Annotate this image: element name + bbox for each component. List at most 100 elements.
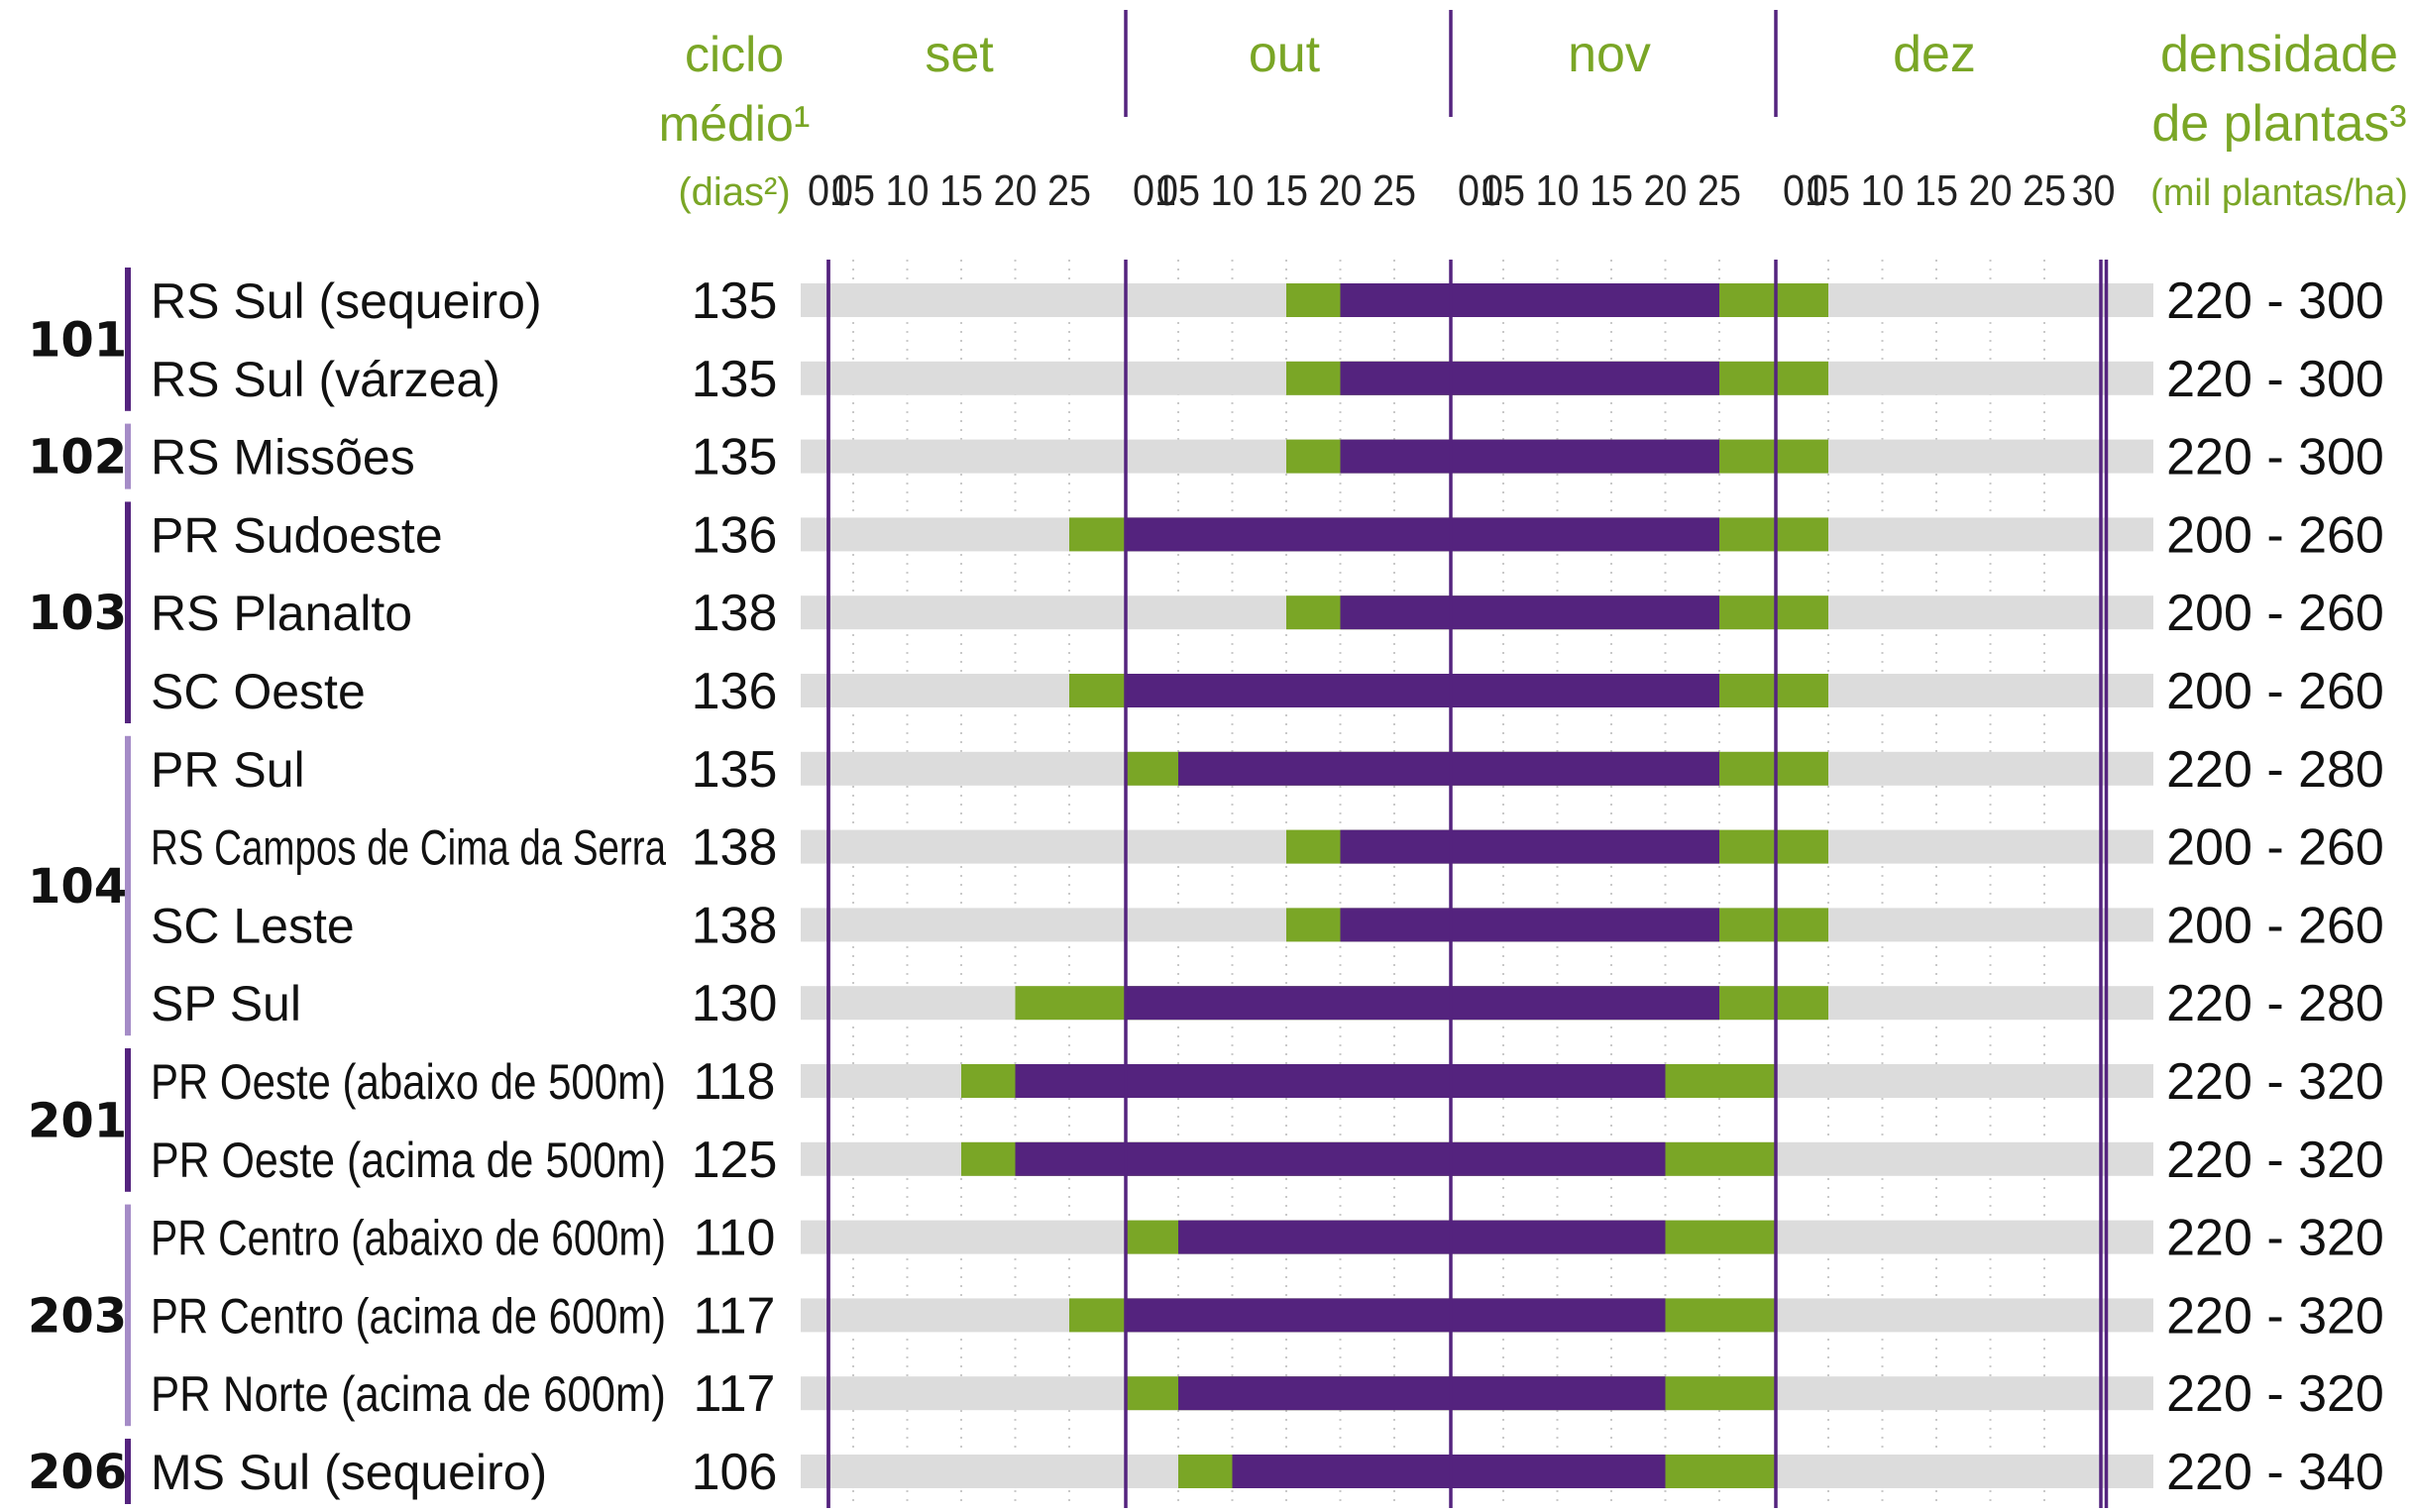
day-tick-label: 05 <box>1156 166 1200 215</box>
recommended-window-bar <box>1340 595 1719 630</box>
cycle-days-value: 138 <box>692 897 778 954</box>
region-label: SP Sul <box>151 976 301 1031</box>
recommended-window-bar <box>1015 1064 1666 1098</box>
plant-density-value: 220 - 280 <box>2166 741 2384 799</box>
plant-density-value: 220 - 340 <box>2166 1444 2384 1501</box>
region-label: PR Oeste (abaixo de 500m) <box>151 1054 666 1110</box>
cycle-days-value: 136 <box>692 663 778 720</box>
group-code-label: 203 <box>28 1288 127 1344</box>
group-code-label: 104 <box>28 859 127 915</box>
recommended-window-bar <box>1340 908 1719 942</box>
region-label: PR Centro (abaixo de 600m) <box>151 1211 666 1266</box>
group-code-label: 201 <box>28 1093 127 1148</box>
day-tick-label: 25 <box>1047 166 1091 215</box>
day-tick-label: 20 <box>1644 166 1688 215</box>
cycle-days-value: 135 <box>692 429 778 486</box>
recommended-window-bar <box>1232 1455 1666 1488</box>
day-tick-label: 25 <box>2023 166 2066 215</box>
density-header-line-2: de plantas³ <box>2151 95 2406 153</box>
day-tick-label: 10 <box>1536 166 1580 215</box>
plant-density-value: 220 - 320 <box>2166 1365 2384 1423</box>
recommended-window-bar <box>1340 829 1719 864</box>
region-label: SC Leste <box>151 898 355 953</box>
day-tick-label: 20 <box>994 166 1038 215</box>
day-tick-label: 05 <box>1481 166 1525 215</box>
group-bracket <box>125 735 131 1036</box>
row-labels: RS Sul (sequeiro) 135 220 - 300 RS Sul (vár… <box>151 272 2384 1501</box>
month-labels: set out nov dez <box>925 26 1976 83</box>
recommended-window-bar <box>1340 361 1719 395</box>
plant-density-value: 200 - 260 <box>2166 897 2384 954</box>
day-tick-label: 20 <box>1319 166 1363 215</box>
region-groups: 101 102 103 104 201 203 206 <box>28 268 131 1504</box>
month-label-set: set <box>925 26 994 83</box>
month-label-out: out <box>1249 26 1321 83</box>
recommended-window-bar <box>1340 283 1719 317</box>
region-label: RS Campos de Cima da Serra <box>151 820 666 876</box>
day-tick-label: 30 <box>2072 166 2116 215</box>
cycle-days-value: 136 <box>692 506 778 564</box>
cycle-days-value: 106 <box>692 1444 778 1501</box>
plant-density-value: 200 - 260 <box>2166 663 2384 720</box>
plant-density-value: 200 - 260 <box>2166 819 2384 877</box>
plant-density-value: 220 - 280 <box>2166 975 2384 1032</box>
cycle-header-line-2: médio¹ <box>659 96 811 152</box>
density-header-line-3: (mil plantas/ha) <box>2150 172 2408 214</box>
recommended-window-bar <box>1126 674 1719 707</box>
group-code-label: 103 <box>28 586 127 641</box>
recommended-window-bar <box>1340 439 1719 474</box>
day-tick-label: 10 <box>1211 166 1255 215</box>
group-bracket <box>125 423 131 489</box>
cycle-days-value: 117 <box>694 1365 776 1423</box>
cycle-days-value: 135 <box>692 272 778 330</box>
group-bracket <box>125 1204 131 1427</box>
cycle-days-value: 135 <box>692 351 778 408</box>
day-tick-label: 15 <box>1264 166 1308 215</box>
plant-density-value: 220 - 300 <box>2166 351 2384 408</box>
plant-density-value: 220 - 300 <box>2166 429 2384 486</box>
recommended-window-bar <box>1126 517 1719 552</box>
region-label: MS Sul (sequeiro) <box>151 1445 547 1500</box>
plant-density-value: 200 - 260 <box>2166 585 2384 642</box>
cycle-header-line-1: ciclo <box>685 27 784 82</box>
day-tick-label: 10 <box>1861 166 1905 215</box>
recommended-window-bar <box>1178 751 1719 786</box>
day-tick-label: 10 <box>886 166 930 215</box>
month-boundaries <box>826 10 2109 1508</box>
cycle-days-value: 125 <box>692 1132 778 1189</box>
recommended-window-bar <box>1015 1141 1666 1176</box>
day-tick-label: 05 <box>831 166 875 215</box>
day-tick-label: 01 <box>808 166 851 215</box>
group-code-label: 101 <box>28 312 127 368</box>
group-bracket <box>125 1048 131 1192</box>
region-label: RS Sul (sequeiro) <box>151 273 542 329</box>
region-label: PR Norte (acima de 600m) <box>151 1366 666 1422</box>
region-label: PR Oeste (acima de 500m) <box>151 1133 666 1188</box>
cycle-days-value: 138 <box>692 585 778 642</box>
plant-density-value: 220 - 320 <box>2166 1132 2384 1189</box>
cycle-header-line-3: (dias²) <box>678 170 790 214</box>
day-tick-label: 01 <box>1783 166 1826 215</box>
cycle-days-value: 117 <box>694 1287 776 1345</box>
day-tick-label: 20 <box>1969 166 2013 215</box>
cycle-days-value: 110 <box>694 1210 776 1267</box>
day-tick-label: 15 <box>1915 166 1958 215</box>
plant-density-value: 220 - 320 <box>2166 1287 2384 1345</box>
recommended-window-bar <box>1126 1298 1666 1333</box>
group-code-label: 206 <box>28 1445 127 1500</box>
day-tick-label: 25 <box>1698 166 1741 215</box>
plant-density-value: 200 - 260 <box>2166 506 2384 564</box>
day-tick-label: 25 <box>1372 166 1416 215</box>
plant-density-value: 220 - 320 <box>2166 1210 2384 1267</box>
group-bracket <box>125 268 131 411</box>
day-tick-label: 01 <box>1458 166 1501 215</box>
month-label-dez: dez <box>1893 26 1976 83</box>
region-label: PR Sul <box>151 742 305 798</box>
plant-density-value: 220 - 300 <box>2166 272 2384 330</box>
chart-grid <box>852 260 2045 1508</box>
recommended-window-bar <box>1126 986 1719 1021</box>
region-label: SC Oeste <box>151 664 366 719</box>
day-tick-label: 01 <box>1133 166 1176 215</box>
region-label: RS Missões <box>151 430 415 486</box>
